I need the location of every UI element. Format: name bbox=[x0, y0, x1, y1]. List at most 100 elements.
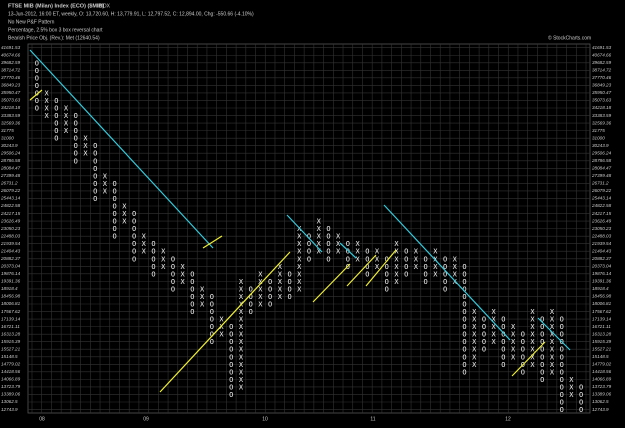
o-box: O bbox=[560, 383, 564, 391]
y-tick-label: 25443.14 bbox=[0, 196, 21, 201]
o-box: O bbox=[501, 331, 505, 339]
x-box: X bbox=[297, 278, 302, 286]
o-box: O bbox=[462, 346, 466, 354]
o-box: O bbox=[229, 391, 233, 399]
y-tick-label: 19391.36 bbox=[592, 279, 612, 284]
x-box: X bbox=[239, 316, 244, 324]
o-box: O bbox=[93, 157, 97, 165]
x-box: X bbox=[200, 293, 205, 301]
o-box: O bbox=[268, 293, 272, 301]
y-tick-label: 38714.72 bbox=[592, 68, 612, 73]
y-tick-label: 35950.47 bbox=[592, 90, 612, 95]
o-box: O bbox=[482, 331, 486, 339]
x-box: X bbox=[472, 323, 477, 331]
trendline bbox=[202, 235, 223, 249]
x-box: X bbox=[492, 316, 497, 324]
o-box: O bbox=[54, 97, 58, 105]
y-tick-label: 24217.15 bbox=[0, 211, 21, 216]
o-box: O bbox=[229, 361, 233, 369]
o-box: O bbox=[93, 165, 97, 173]
o-box: O bbox=[210, 316, 214, 324]
o-box: O bbox=[35, 89, 39, 97]
x-box: X bbox=[511, 353, 516, 361]
y-tick-label: 41691.53 bbox=[1, 45, 21, 50]
x-box: X bbox=[239, 368, 244, 376]
x-box: X bbox=[336, 240, 341, 248]
o-box: O bbox=[171, 255, 175, 263]
o-box: O bbox=[229, 323, 233, 331]
o-box: O bbox=[113, 218, 117, 226]
y-tick-label: 17139.14 bbox=[1, 316, 21, 321]
o-box: O bbox=[229, 338, 233, 346]
y-tick-label: 15915.39 bbox=[1, 339, 21, 344]
x-box: X bbox=[375, 248, 380, 256]
o-box: O bbox=[579, 391, 583, 399]
info-line: 13-Jun-2012, 16:00 ET, weekly, O: 13,720… bbox=[8, 11, 254, 17]
y-tick-label: 18006.81 bbox=[592, 301, 612, 306]
x-box: X bbox=[297, 240, 302, 248]
exchange: INDX bbox=[98, 3, 111, 9]
o-box: O bbox=[190, 270, 194, 278]
y-tick-label: 20882.37 bbox=[0, 256, 21, 261]
y-tick-label: 39682.59 bbox=[1, 60, 21, 65]
x-box: X bbox=[103, 180, 108, 188]
trendline bbox=[286, 214, 323, 253]
o-box: O bbox=[35, 59, 39, 67]
o-box: O bbox=[385, 270, 389, 278]
x-box: X bbox=[394, 270, 399, 278]
chart-title: FTSE MIB (Milan) Index (ECO) ($MIB) bbox=[8, 3, 104, 9]
x-box: X bbox=[433, 248, 438, 256]
y-tick-label: 19876.14 bbox=[1, 271, 21, 276]
y-tick-label: 17567.62 bbox=[1, 309, 21, 314]
y-tick-label: 17567.62 bbox=[592, 309, 612, 314]
o-box: O bbox=[501, 346, 505, 354]
x-box: X bbox=[355, 255, 360, 263]
y-tick-label: 40674.66 bbox=[592, 52, 612, 57]
x-box: X bbox=[511, 331, 516, 339]
o-box: O bbox=[579, 406, 583, 414]
x-box: X bbox=[511, 323, 516, 331]
o-box: O bbox=[385, 278, 389, 286]
o-box: O bbox=[462, 293, 466, 301]
o-box: O bbox=[268, 300, 272, 308]
x-box: X bbox=[394, 248, 399, 256]
o-box: O bbox=[74, 112, 78, 120]
x-box: X bbox=[472, 308, 477, 316]
o-box: O bbox=[521, 346, 525, 354]
x-box: X bbox=[472, 353, 477, 361]
o-box: O bbox=[482, 346, 486, 354]
y-tick-label: 27399.48 bbox=[0, 173, 21, 178]
o-box: O bbox=[268, 285, 272, 293]
o-box: O bbox=[521, 338, 525, 346]
o-box: O bbox=[190, 278, 194, 286]
column: XXX bbox=[181, 263, 186, 286]
o-box: O bbox=[132, 210, 136, 218]
o-box: O bbox=[74, 150, 78, 158]
o-box: O bbox=[171, 270, 175, 278]
y-tick-label: 23626.49 bbox=[0, 218, 21, 223]
x-box: X bbox=[336, 233, 341, 241]
y-tick-label: 12743.9 bbox=[1, 407, 18, 412]
x-tick-label: 11 bbox=[370, 416, 375, 422]
y-tick-label: 30243.9 bbox=[592, 143, 609, 148]
y-tick-label: 41691.53 bbox=[592, 45, 612, 50]
y-tick-label: 27399.48 bbox=[591, 173, 612, 178]
o-box: O bbox=[190, 293, 194, 301]
x-box: X bbox=[336, 248, 341, 256]
x-box: X bbox=[181, 263, 186, 271]
x-box: X bbox=[258, 285, 263, 293]
o-box: O bbox=[540, 361, 544, 369]
o-box: O bbox=[249, 293, 253, 301]
o-box: O bbox=[326, 248, 330, 256]
o-box: O bbox=[404, 263, 408, 271]
o-box: O bbox=[560, 398, 564, 406]
x-box: X bbox=[355, 248, 360, 256]
o-box: O bbox=[462, 338, 466, 346]
o-box: O bbox=[385, 285, 389, 293]
